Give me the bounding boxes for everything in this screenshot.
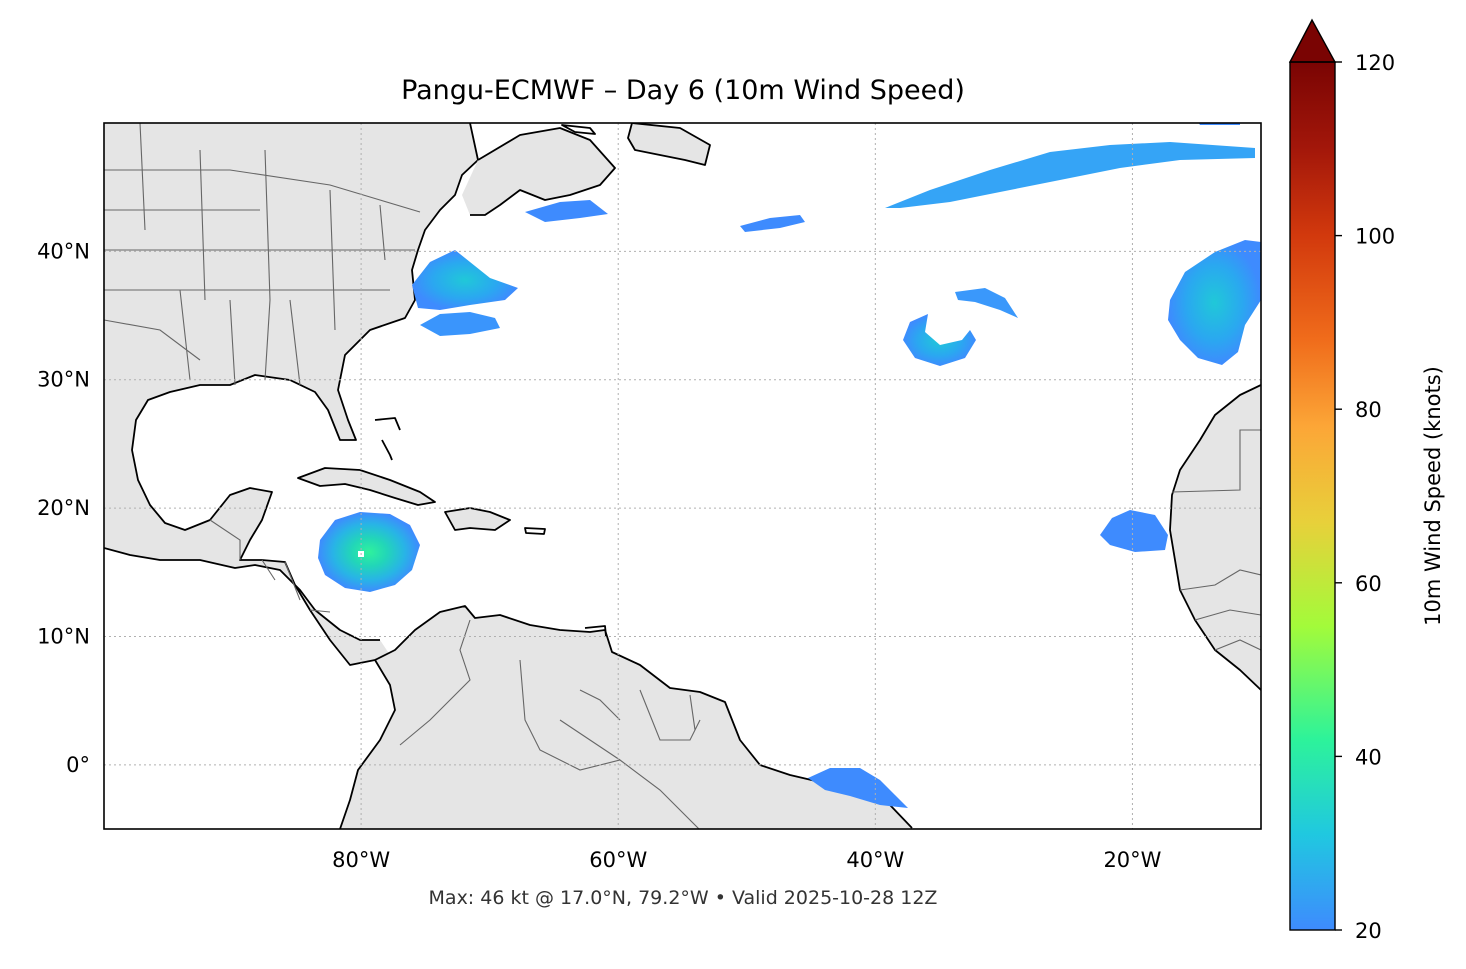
lon-tick-label: 20°W xyxy=(1103,848,1161,872)
colorbar-gradient xyxy=(1290,62,1335,930)
colorbar-tick-label: 100 xyxy=(1355,225,1395,249)
colorbar-label: 10m Wind Speed (knots) xyxy=(1421,366,1445,626)
colorbar-tick-label: 60 xyxy=(1355,572,1382,596)
lon-tick-label: 80°W xyxy=(332,848,390,872)
bahamas-coast xyxy=(374,417,401,461)
lon-tick-label: 60°W xyxy=(589,848,647,872)
lat-tick-label: 0° xyxy=(66,753,90,777)
us-east-coast-winds xyxy=(412,250,518,310)
colorbar-ticks: 20 40 60 80 100 120 xyxy=(1335,51,1395,943)
lat-tick-label: 10°N xyxy=(37,624,90,648)
colorbar-frame xyxy=(1289,61,1336,931)
colorbar: 20 40 60 80 100 120 10m Wind Speed (knots) xyxy=(1288,18,1445,943)
lat-tick-label: 40°N xyxy=(37,239,90,263)
map-frame xyxy=(103,122,1262,830)
north-atlantic-band-winds xyxy=(885,142,1255,208)
cape-verde-winds xyxy=(1100,510,1168,552)
cuba-land xyxy=(298,468,435,505)
lon-tick-labels: 80°W 60°W 40°W 20°W xyxy=(332,848,1162,872)
cuba-coast xyxy=(297,467,436,506)
east-atlantic-low-winds xyxy=(1168,240,1261,365)
colorbar-tick-label: 40 xyxy=(1355,745,1382,769)
map-title: Pangu-ECMWF – Day 6 (10m Wind Speed) xyxy=(401,75,965,106)
footer-max-info: Max: 46 kt @ 17.0°N, 79.2°W • Valid 2025… xyxy=(429,887,938,909)
south-america-borders xyxy=(399,619,701,829)
colorbar-tick-label: 80 xyxy=(1355,398,1382,422)
trinidad-coast xyxy=(584,625,607,637)
puerto-rico-coast xyxy=(524,527,546,535)
equatorial-brazil-winds xyxy=(808,768,908,808)
us-east-coast-secondary-winds xyxy=(420,312,500,336)
africa-borders xyxy=(1171,429,1261,651)
state-borders xyxy=(104,123,421,386)
newfoundland-coast xyxy=(627,123,711,166)
central-atlantic-hook-winds xyxy=(903,314,976,366)
gulf-of-maine-winds xyxy=(525,200,608,222)
wind-speed-field xyxy=(318,123,1261,808)
lat-tick-label: 20°N xyxy=(37,496,90,520)
lon-tick-label: 40°W xyxy=(846,848,904,872)
caribbean-cyclone-winds xyxy=(318,512,420,592)
lat-tick-label: 30°N xyxy=(37,368,90,392)
lat-tick-labels: 40°N 30°N 20°N 10°N 0° xyxy=(37,239,90,776)
canadian-maritimes-coast xyxy=(470,127,616,216)
south-america-coast xyxy=(339,605,913,829)
hispaniola-coast xyxy=(444,507,511,531)
colorbar-tick-label: 20 xyxy=(1355,919,1382,943)
prince-edward-island-coast xyxy=(561,124,596,135)
colorbar-tick-label: 120 xyxy=(1355,51,1395,75)
canadian-maritimes-land xyxy=(462,128,615,215)
mexico-central-america-borders xyxy=(209,519,331,613)
map-panel: 80°W 60°W 40°W 20°W 40°N 30°N 20°N 10°N 0° xyxy=(37,122,1262,872)
mid-atlantic-streak-winds xyxy=(740,215,805,232)
central-atlantic-streak-winds xyxy=(955,288,1018,318)
colorbar-extend-arrow xyxy=(1288,18,1337,63)
south-america-land xyxy=(340,606,912,829)
